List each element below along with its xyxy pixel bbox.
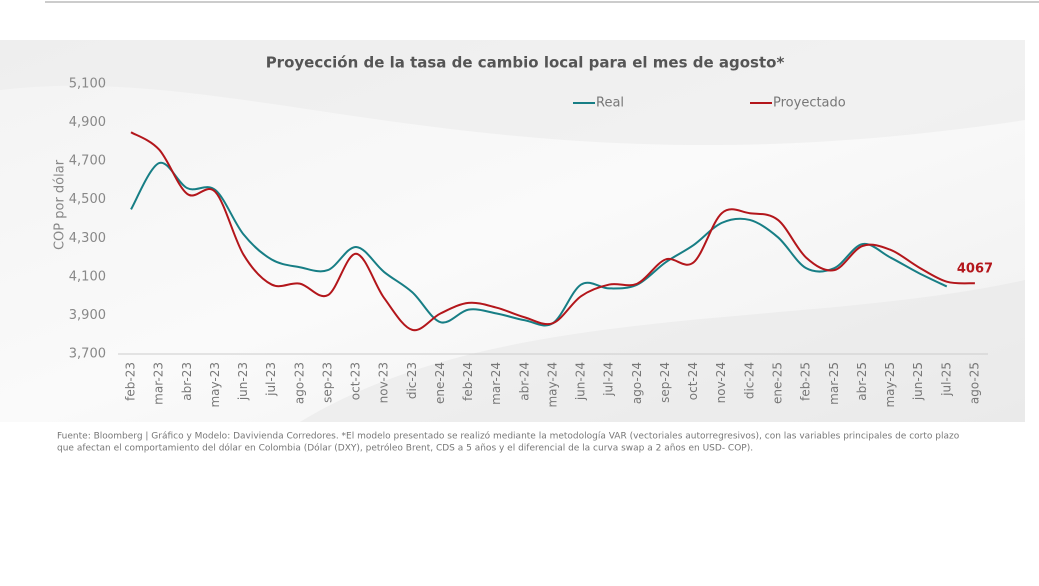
x-tick-label: jun-24 (574, 362, 588, 401)
x-tick-label: jul-24 (602, 362, 616, 397)
x-tick-label: ago-25 (967, 362, 981, 404)
swoosh (0, 40, 1025, 146)
y-tick-label: 3,900 (69, 308, 106, 323)
x-tick-label: ene-24 (433, 362, 447, 404)
x-tick-label: jul-25 (939, 362, 953, 397)
data-label: 4067 (957, 262, 993, 277)
x-tick-label: dic-23 (405, 362, 419, 399)
x-tick-label: dic-24 (742, 362, 756, 399)
x-tick-label: feb-25 (799, 362, 813, 401)
y-tick-label: 3,700 (69, 347, 106, 362)
x-tick-label: sep-24 (658, 362, 672, 403)
x-tick-label: nov-23 (377, 362, 391, 403)
chart-title: Proyección de la tasa de cambio local pa… (266, 54, 785, 72)
x-tick-label: abr-24 (517, 362, 531, 401)
y-tick-label: 4,100 (69, 269, 106, 284)
footnote: que afectan el comportamiento del dólar … (57, 443, 753, 454)
x-tick-label: jun-25 (911, 362, 925, 401)
x-tick-label: sep-23 (320, 362, 334, 403)
x-tick-label: jun-23 (236, 362, 250, 401)
x-tick-label: ago-23 (292, 362, 306, 404)
x-tick-label: abr-25 (855, 362, 869, 401)
series-line (130, 131, 975, 332)
x-tick-label: abr-23 (180, 362, 194, 401)
x-tick-label: mar-24 (489, 362, 503, 405)
x-tick-label: oct-23 (349, 362, 363, 400)
x-tick-label: feb-23 (124, 362, 138, 401)
x-tick-label: mar-23 (152, 362, 166, 405)
footnote: Fuente: Bloomberg | Gráfico y Modelo: Da… (57, 431, 960, 442)
legend-label: Real (596, 96, 624, 111)
x-tick-label: ago-24 (630, 362, 644, 404)
y-tick-label: 5,100 (69, 77, 106, 92)
legend-label: Proyectado (773, 96, 846, 111)
x-tick-label: may-23 (208, 362, 222, 408)
y-tick-label: 4,900 (69, 115, 106, 130)
y-tick-label: 4,500 (69, 192, 106, 207)
x-tick-label: ene-25 (770, 362, 784, 404)
x-tick-label: may-25 (883, 362, 897, 408)
x-tick-label: mar-25 (827, 362, 841, 405)
y-tick-label: 4,700 (69, 154, 106, 169)
x-tick-label: may-24 (545, 362, 559, 408)
swoosh (300, 280, 1025, 422)
series-line (130, 161, 948, 327)
x-tick-label: jul-23 (264, 362, 278, 397)
x-tick-label: feb-24 (461, 362, 475, 401)
x-tick-label: oct-24 (686, 362, 700, 400)
y-axis-label: COP por dólar (53, 159, 68, 250)
y-tick-label: 4,300 (69, 231, 106, 246)
x-tick-label: nov-24 (714, 362, 728, 403)
